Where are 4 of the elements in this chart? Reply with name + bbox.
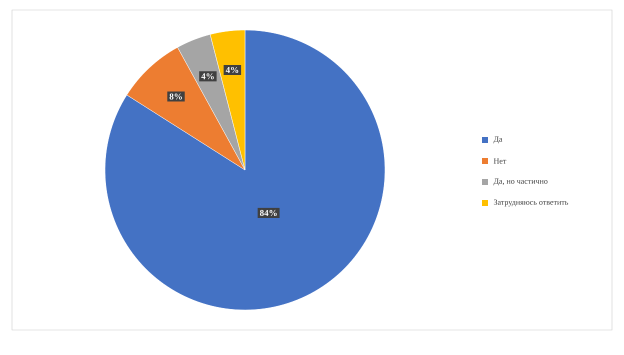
data-label: 8% <box>170 93 182 100</box>
data-label: 4% <box>226 66 238 74</box>
data-label: 4% <box>201 73 214 80</box>
data-label: 84% <box>260 210 277 216</box>
